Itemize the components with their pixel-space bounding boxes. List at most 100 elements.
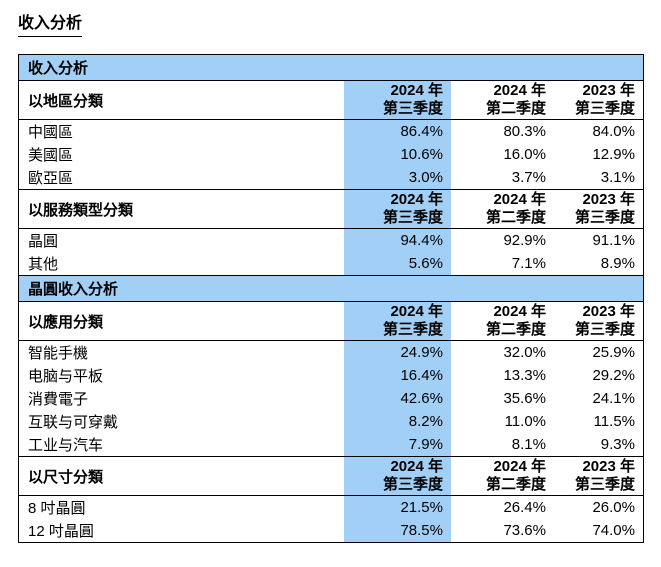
value-cell: 32.0% <box>503 344 546 361</box>
table-row: 12 吋晶圓 78.5% 73.6% 74.0% <box>19 519 643 542</box>
row-label: 8 吋晶圓 <box>28 500 86 517</box>
quarter-header-cell: 2023 年 第三季度 <box>554 190 643 228</box>
value-cell: 7.1% <box>511 255 546 272</box>
quarter-year: 2024 年 <box>493 191 546 208</box>
quarter-header-cell: 2024 年 第二季度 <box>451 302 554 340</box>
row-label: 晶圓 <box>28 233 59 250</box>
table-row: 中國區 86.4% 80.3% 84.0% <box>19 120 643 143</box>
group-label: 以服務類型分類 <box>28 201 134 219</box>
value-cell: 9.3% <box>600 436 635 453</box>
section-band-wafer-revenue: 晶圓收入分析 <box>19 276 643 302</box>
value-cell: 26.0% <box>592 499 635 516</box>
quarter-name: 第三季度 <box>382 476 443 493</box>
value-cell: 13.3% <box>503 367 546 384</box>
group-header-row-application: 以應用分類 2024 年 第三季度 2024 年 第二季度 2023 年 第三季… <box>19 302 643 341</box>
table-row: 消費電子 42.6% 35.6% 24.1% <box>19 387 643 410</box>
quarter-header-cell: 2023 年 第三季度 <box>554 81 643 119</box>
quarter-name: 第三季度 <box>574 100 635 117</box>
value-cell: 74.0% <box>592 522 635 539</box>
value-cell: 3.0% <box>344 166 451 189</box>
table-row: 智能手機 24.9% 32.0% 25.9% <box>19 341 643 364</box>
table-row: 8 吋晶圓 21.5% 26.4% 26.0% <box>19 496 643 519</box>
quarter-header-cell: 2024 年 第三季度 <box>344 302 451 340</box>
value-cell: 29.2% <box>592 367 635 384</box>
quarter-header-cell: 2023 年 第三季度 <box>554 457 643 495</box>
quarter-header-cell: 2024 年 第二季度 <box>451 81 554 119</box>
row-label: 电脑与平板 <box>28 368 104 385</box>
table-row: 其他 5.6% 7.1% 8.9% <box>19 252 643 276</box>
value-cell: 8.9% <box>600 255 635 272</box>
quarter-year: 2024 年 <box>493 303 546 320</box>
quarter-year: 2024 年 <box>493 82 546 99</box>
group-header-row-size: 以尺寸分類 2024 年 第三季度 2024 年 第二季度 2023 年 第三季… <box>19 457 643 496</box>
quarter-name: 第二季度 <box>485 321 546 338</box>
value-cell: 8.2% <box>344 410 451 433</box>
table-row: 晶圓 94.4% 92.9% 91.1% <box>19 229 643 252</box>
quarter-header-cell: 2024 年 第三季度 <box>344 190 451 228</box>
value-cell: 10.6% <box>344 143 451 166</box>
row-label: 歐亞區 <box>28 170 74 187</box>
value-cell: 73.6% <box>503 522 546 539</box>
quarter-year: 2023 年 <box>582 458 635 475</box>
value-cell: 26.4% <box>503 499 546 516</box>
section-band-label: 收入分析 <box>28 60 89 77</box>
highlight-column-cell <box>344 276 451 301</box>
quarter-name: 第三季度 <box>574 321 635 338</box>
value-cell: 3.7% <box>511 169 546 186</box>
group-header-row-region: 以地區分類 2024 年 第三季度 2024 年 第二季度 2023 年 第三季… <box>19 81 643 120</box>
quarter-year: 2024 年 <box>493 458 546 475</box>
quarter-year: 2023 年 <box>582 303 635 320</box>
revenue-analysis-table: 收入分析 以地區分類 2024 年 第三季度 2024 年 第二季度 2023 … <box>18 54 644 543</box>
value-cell: 21.5% <box>344 496 451 519</box>
group-label: 以地區分類 <box>28 92 104 110</box>
value-cell: 84.0% <box>592 123 635 140</box>
value-cell: 7.9% <box>344 433 451 456</box>
quarter-name: 第二季度 <box>485 209 546 226</box>
quarter-header-cell: 2024 年 第三季度 <box>344 81 451 119</box>
value-cell: 94.4% <box>344 229 451 252</box>
quarter-name: 第三季度 <box>382 209 443 226</box>
quarter-year: 2024 年 <box>390 191 443 208</box>
value-cell: 24.9% <box>344 341 451 364</box>
value-cell: 11.5% <box>593 413 635 430</box>
group-label: 以應用分類 <box>28 313 104 331</box>
row-label: 其他 <box>28 256 59 273</box>
page-title: 收入分析 <box>18 9 83 37</box>
row-label: 互联与可穿戴 <box>28 414 119 431</box>
value-cell: 24.1% <box>592 390 635 407</box>
table-row: 歐亞區 3.0% 3.7% 3.1% <box>19 166 643 190</box>
highlight-column-cell <box>344 55 451 80</box>
value-cell: 25.9% <box>592 344 635 361</box>
quarter-header-cell: 2024 年 第二季度 <box>451 190 554 228</box>
quarter-year: 2024 年 <box>390 458 443 475</box>
group-header-row-service-type: 以服務類型分類 2024 年 第三季度 2024 年 第二季度 2023 年 第… <box>19 190 643 229</box>
quarter-name: 第二季度 <box>485 476 546 493</box>
value-cell: 35.6% <box>503 390 546 407</box>
table-row: 电脑与平板 16.4% 13.3% 29.2% <box>19 364 643 387</box>
value-cell: 11.0% <box>504 413 546 430</box>
table-row: 互联与可穿戴 8.2% 11.0% 11.5% <box>19 410 643 433</box>
quarter-name: 第三季度 <box>382 100 443 117</box>
quarter-name: 第三季度 <box>574 209 635 226</box>
section-band-revenue: 收入分析 <box>19 55 643 81</box>
value-cell: 92.9% <box>503 232 546 249</box>
quarter-name: 第二季度 <box>485 100 546 117</box>
row-label: 消費電子 <box>28 391 89 408</box>
value-cell: 3.1% <box>600 169 635 186</box>
row-label: 工业与汽车 <box>28 437 104 454</box>
quarter-header-cell: 2024 年 第二季度 <box>451 457 554 495</box>
quarter-year: 2024 年 <box>390 303 443 320</box>
row-label: 智能手機 <box>28 345 89 362</box>
group-label: 以尺寸分類 <box>28 468 104 486</box>
quarter-year: 2023 年 <box>582 82 635 99</box>
quarter-year: 2024 年 <box>390 82 443 99</box>
value-cell: 12.9% <box>592 146 635 163</box>
value-cell: 5.6% <box>344 252 451 275</box>
value-cell: 78.5% <box>344 519 451 542</box>
value-cell: 42.6% <box>344 387 451 410</box>
value-cell: 16.4% <box>344 364 451 387</box>
row-label: 美國區 <box>28 147 74 164</box>
quarter-name: 第三季度 <box>382 321 443 338</box>
quarter-name: 第三季度 <box>574 476 635 493</box>
table-row: 美國區 10.6% 16.0% 12.9% <box>19 143 643 166</box>
